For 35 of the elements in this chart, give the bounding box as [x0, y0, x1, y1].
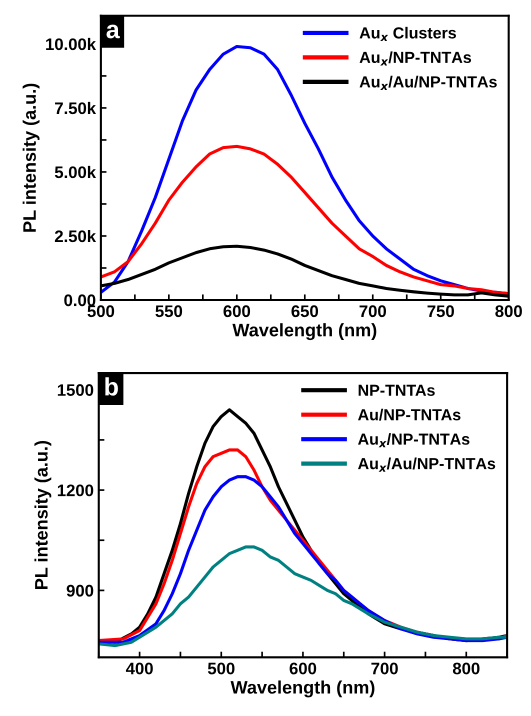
y-tick-label: 2.50k	[54, 230, 96, 242]
y-axis-title: PL intensity (a.u.)	[34, 440, 52, 590]
x-tick-label: 550	[155, 305, 182, 318]
legend-label: Au$_{x}$/NP-TNTAs	[360, 51, 472, 66]
x-tick-label: 800	[495, 305, 522, 318]
x-axis-title: Wavelength (nm)	[230, 680, 374, 698]
x-tick-label: 650	[292, 305, 318, 318]
y-tick-label: 0.00	[64, 294, 96, 306]
annotation: a	[106, 24, 120, 38]
y-tick-label: 1200	[58, 484, 94, 496]
y-tick-label: 1500	[58, 384, 94, 396]
y-tick-label: 7.50k	[55, 102, 96, 114]
legend-label: Au$_{x}$/NP-TNTAs	[358, 433, 470, 448]
x-tick-label: 600	[290, 662, 316, 674]
line-series	[100, 144, 509, 296]
x-tick-label: 700	[360, 305, 386, 318]
legend-label: Au$_{x}$ Clusters	[360, 26, 456, 42]
y-tick-label: 5.00k	[54, 166, 96, 178]
x-tick-label: 800	[452, 662, 480, 674]
legend-label: Au$_{x}$/Au/NP-TNTAs	[360, 76, 497, 90]
y-tick-label: 10.00k	[46, 38, 96, 50]
y-axis-title: PL intensity (a.u.)	[22, 84, 40, 232]
x-axis-title: Wavelength (nm)	[232, 323, 376, 340]
x-tick-label: 400	[126, 662, 153, 674]
x-tick-label: 600	[224, 305, 250, 318]
x-tick-label: 500	[208, 662, 234, 674]
legend-label: Au$_{x}$/Au/NP-TNTAs	[358, 458, 496, 472]
x-tick-label: 500	[88, 305, 114, 318]
annotation: b	[105, 377, 118, 396]
x-tick-label: 700	[371, 662, 398, 674]
x-tick-label: 750	[428, 305, 454, 318]
line-series	[98, 545, 508, 648]
legend-label: NP-TNTAs	[358, 384, 435, 396]
y-tick-label: 900	[66, 584, 94, 597]
legend-label: Au/NP-TNTAs	[358, 408, 460, 421]
